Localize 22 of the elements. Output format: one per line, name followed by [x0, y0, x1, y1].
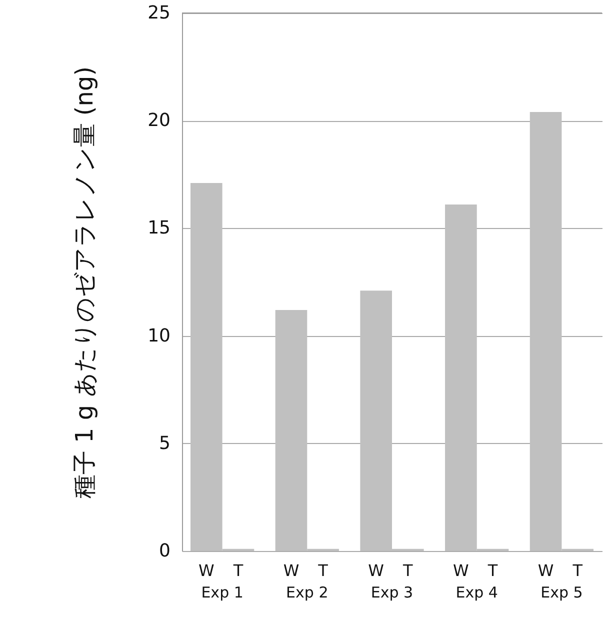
y-tick-label: 25 [148, 2, 170, 24]
y-axis-title: 種子 1 g あたりのゼアラレノン量 (ng) [70, 66, 99, 499]
series-label: T [232, 561, 244, 580]
text: W [368, 561, 384, 580]
series-label: W [198, 561, 214, 580]
text: T [572, 561, 582, 580]
x-tick-label: Exp 4 [456, 584, 498, 602]
x-tick-label: Exp 5 [540, 584, 583, 602]
text: T [488, 561, 498, 580]
text: W [453, 561, 469, 580]
y-tick-label: 10 [148, 325, 170, 346]
text: T [318, 561, 328, 580]
y-tick-label: 0 [159, 540, 170, 562]
x-tick-label: Exp 2 [286, 584, 328, 602]
text: W [283, 561, 300, 580]
y-tick-label: 15 [148, 218, 170, 239]
text: W [538, 561, 554, 580]
y-tick-label: 20 [148, 110, 170, 132]
y-tick-label: 5 [159, 432, 170, 454]
x-tick-label: Exp 1 [201, 584, 244, 602]
text: T [403, 561, 413, 580]
x-tick-label: Exp 3 [370, 584, 414, 602]
